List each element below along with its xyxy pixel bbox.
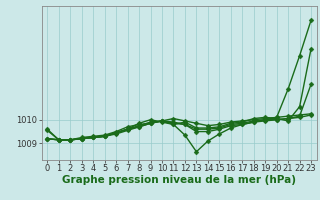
X-axis label: Graphe pression niveau de la mer (hPa): Graphe pression niveau de la mer (hPa) [62,175,296,185]
